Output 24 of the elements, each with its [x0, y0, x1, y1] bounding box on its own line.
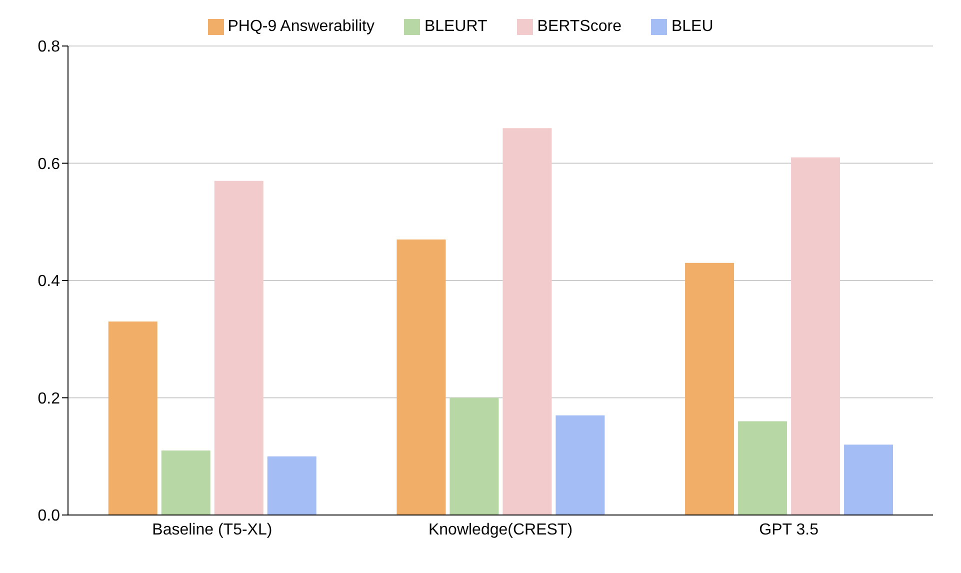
bar	[161, 450, 210, 515]
legend-label: BLEURT	[424, 18, 488, 35]
bar	[267, 456, 316, 515]
bar	[108, 322, 158, 515]
legend-label: BERTScore	[537, 18, 622, 35]
bar	[738, 421, 788, 515]
bar	[844, 444, 894, 515]
bar	[502, 128, 552, 515]
y-tick-label: 0.2	[38, 390, 60, 408]
bar	[556, 415, 605, 515]
bar	[685, 262, 734, 515]
y-tick-label: 0.6	[38, 156, 60, 173]
legend-label: PHQ-9 Answerability	[228, 18, 374, 35]
y-tick-label: 0.4	[38, 273, 60, 290]
x-tick-label: Baseline (T5-XL)	[152, 521, 272, 538]
legend-label: BLEU	[671, 18, 714, 35]
bar	[450, 398, 499, 515]
bar	[214, 180, 264, 515]
x-tick-label: GPT 3.5	[759, 521, 819, 538]
x-tick-label: Knowledge(CREST)	[428, 521, 573, 538]
bar	[396, 239, 446, 515]
bar	[791, 157, 840, 515]
y-tick-label: 0.8	[38, 38, 60, 56]
y-tick-label: 0.0	[38, 508, 60, 525]
